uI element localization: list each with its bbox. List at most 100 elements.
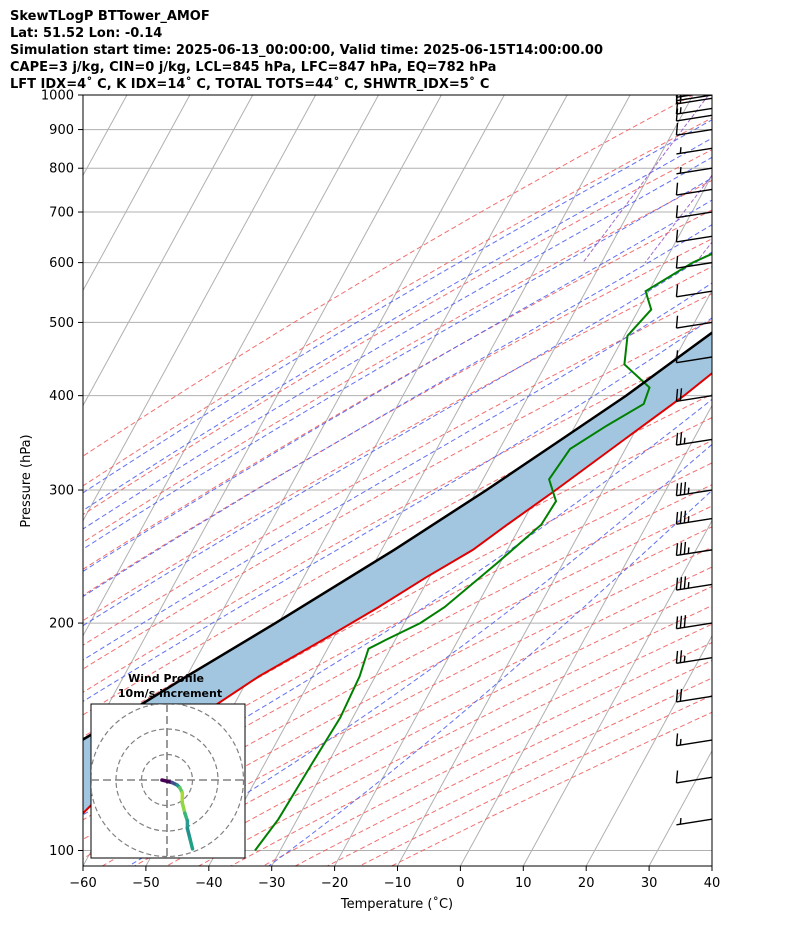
hodograph-segment (160, 778, 174, 785)
dry-adiabat (83, 462, 712, 801)
wind-barb (675, 541, 712, 557)
barb-staff (676, 622, 712, 630)
barb-staff (676, 489, 712, 497)
isotherm-line (396, 289, 712, 866)
dry-adiabat (83, 344, 712, 693)
barb-flag (675, 388, 679, 402)
wind-barb (675, 182, 712, 196)
mixing-ratio-line (644, 174, 712, 263)
y-tick-label: 900 (49, 123, 74, 138)
isotherm-line (83, 95, 254, 407)
x-tick-label: −40 (195, 876, 222, 891)
x-tick-label: −30 (258, 876, 285, 891)
barb-staff (676, 188, 712, 196)
wind-barb (675, 482, 712, 497)
wind-barb (675, 432, 712, 446)
barb-half-flag (683, 437, 686, 444)
barb-flag (675, 205, 679, 218)
wind-barb (675, 205, 712, 219)
moist-adiabat (127, 443, 712, 866)
dry-adiabat (83, 505, 712, 841)
wind-barb (675, 255, 712, 269)
barb-staff (676, 695, 712, 703)
barb-staff (676, 656, 712, 664)
barb-flag (679, 688, 683, 702)
isotherm-line (711, 864, 712, 866)
title-line-4: CAPE=3 j/kg, CIN=0 j/kg, LCL=845 hPa, LF… (10, 60, 497, 75)
wind-barb (675, 733, 712, 747)
barb-staff (676, 549, 712, 557)
barb-staff (676, 114, 712, 122)
barb-flag (683, 576, 687, 589)
wind-barb (675, 650, 712, 664)
x-tick-label: 30 (641, 876, 658, 891)
hodograph-inset: Wind Profile 10m/s increment (90, 672, 246, 859)
wind-barb (676, 166, 712, 175)
isotherm-line (774, 76, 794, 867)
barb-half-flag (683, 655, 686, 663)
title-line-2: Lat: 51.52 Lon: -0.14 (10, 26, 163, 41)
wind-barb (675, 770, 712, 784)
barb-flag (675, 483, 679, 496)
barb-flag (675, 733, 679, 746)
barb-half-flag (687, 581, 690, 589)
y-tick-label: 100 (49, 844, 74, 859)
y-tick-label: 500 (49, 316, 74, 331)
x-tick-label: 10 (515, 876, 532, 891)
dry-adiabat (165, 585, 712, 866)
barb-flag (683, 510, 687, 524)
barb-flag (675, 689, 679, 702)
barb-flag (675, 284, 679, 297)
barb-flag (675, 616, 679, 629)
dry-adiabat (83, 149, 712, 516)
hodograph-subtitle: 10m/s increment (118, 687, 222, 700)
barb-flag (675, 543, 679, 556)
wind-barb (676, 818, 712, 826)
barb-flag (675, 577, 679, 591)
barb-staff (676, 235, 712, 243)
barb-flag (679, 615, 683, 629)
y-tick-label: 400 (49, 389, 74, 404)
x-axis-ticks: −60 −50 −40 −30 −20 −10 0 10 20 30 40 (69, 866, 720, 891)
mixing-ratio-line (751, 76, 794, 263)
x-tick-label: −20 (321, 876, 348, 891)
title-line-1: SkewTLogP BTTower_AMOF (10, 9, 210, 24)
barb-flag (679, 577, 683, 590)
barb-half-flag (679, 107, 682, 114)
barb-staff (676, 776, 712, 784)
isotherm-line (0, 76, 74, 867)
wind-barb (675, 388, 712, 402)
x-tick-label: −50 (132, 876, 159, 891)
x-tick-label: −60 (69, 876, 96, 891)
barb-staff (676, 95, 712, 102)
y-tick-label: 1000 (41, 89, 74, 104)
moist-adiabat (83, 199, 712, 572)
y-tick-label: 800 (49, 162, 74, 177)
barb-flag (683, 541, 687, 555)
barb-half-flag (679, 818, 682, 825)
y-tick-label: 600 (49, 256, 74, 271)
parcel-line (83, 331, 712, 741)
barb-staff (676, 356, 712, 364)
dry-adiabat (83, 266, 712, 622)
barb-half-flag (687, 487, 690, 494)
barb-staff (676, 394, 712, 402)
barb-flag (675, 122, 679, 136)
moist-adiabat (267, 489, 712, 866)
barb-flag (683, 615, 687, 628)
y-tick-label: 300 (49, 484, 74, 499)
hodograph-title: Wind Profile (128, 672, 204, 685)
wind-barb (675, 95, 712, 105)
barb-half-flag (687, 547, 690, 554)
barb-flag (675, 511, 679, 525)
wind-barb (675, 615, 712, 630)
wind-barb (675, 122, 712, 136)
y-tick-label: 700 (49, 206, 74, 221)
barb-half-flag (687, 516, 690, 523)
hodograph-segment (180, 801, 187, 815)
wind-barb (675, 576, 712, 591)
barb-flag (675, 182, 679, 196)
hodograph-segment (185, 826, 192, 841)
moist-adiabat (83, 177, 712, 550)
barb-staff (676, 107, 712, 115)
